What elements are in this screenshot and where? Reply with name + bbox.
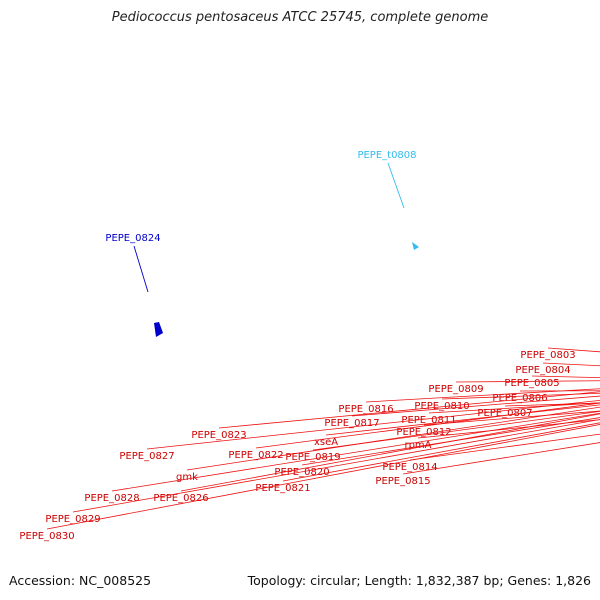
map-title: Pediococcus pentosaceus ATCC 25745, comp…: [111, 10, 489, 25]
selected-gene-leader-line: [133, 245, 149, 293]
label-leader-line: [441, 392, 600, 400]
gene-label: PEPE_0805: [504, 378, 559, 389]
label-leader-line: [46, 424, 600, 530]
special-features: PEPE_t0808 PEPE_0824: [105, 150, 419, 337]
gene-label: PEPE_0815: [375, 476, 430, 487]
gene-label: PEPE_0816: [338, 404, 393, 415]
label-leader-line: [146, 399, 600, 450]
trna-marker: [412, 242, 419, 250]
genome-stats: Topology: circular; Length: 1,832,387 bp…: [247, 573, 591, 588]
gene-label: gmk: [176, 472, 198, 483]
label-leader-line: [402, 442, 600, 475]
gene-label: PEPE_0828: [84, 493, 139, 504]
gene-label: PEPE_0830: [19, 531, 74, 542]
gene-label: PEPE_0820: [274, 467, 329, 478]
label-leader-line: [72, 419, 600, 513]
gene-label: PEPE_0811: [401, 415, 456, 426]
gene-label: PEPE_0806: [492, 393, 547, 404]
label-leader-line: [301, 417, 600, 466]
gene-label: PEPE_0809: [428, 384, 483, 395]
accession-text: Accession: NC_008525: [9, 573, 152, 588]
gene-labels: PEPE_0803 PEPE_0804 PEPE_0805 PEPE_0806 PEPE…: [19, 347, 600, 542]
gene-label: PEPE_0823: [191, 430, 246, 441]
label-leader-line: [455, 380, 600, 383]
gene-label: PEPE_0812: [396, 427, 451, 438]
selected-gene-marker: [154, 322, 163, 337]
label-leader-line: [409, 433, 600, 461]
gene-label: rpmA: [404, 440, 431, 451]
label-leader-line: [282, 422, 600, 482]
label-leader-line: [351, 395, 600, 417]
gene-label: PEPE_0827: [119, 451, 174, 462]
gene-label: xseA: [314, 437, 338, 448]
gene-label: PEPE_0804: [515, 365, 570, 376]
gene-label: PEPE_0822: [228, 450, 283, 461]
label-leader-line: [312, 410, 600, 451]
trna-label: PEPE_t0808: [357, 150, 416, 161]
gene-label: PEPE_0817: [324, 418, 379, 429]
label-leader-line: [255, 402, 600, 449]
label-leader-line: [423, 410, 600, 426]
gene-label: PEPE_0807: [477, 408, 532, 419]
selected-gene-label: PEPE_0824: [105, 233, 160, 244]
label-leader-line: [325, 404, 600, 436]
gene-label: PEPE_0826: [153, 493, 208, 504]
gene-label: PEPE_0829: [45, 514, 100, 525]
label-leader-line: [186, 406, 600, 471]
label-leader-line: [111, 412, 600, 492]
gene-label: PEPE_0819: [285, 452, 340, 463]
label-leader-line: [180, 413, 600, 492]
gene-label: PEPE_0814: [382, 462, 437, 473]
trna-leader-line: [387, 162, 405, 209]
gene-label: PEPE_0803: [520, 350, 575, 361]
gene-label: PEPE_0821: [255, 483, 310, 494]
label-leader-line: [218, 391, 600, 429]
label-leader-line: [365, 388, 600, 403]
